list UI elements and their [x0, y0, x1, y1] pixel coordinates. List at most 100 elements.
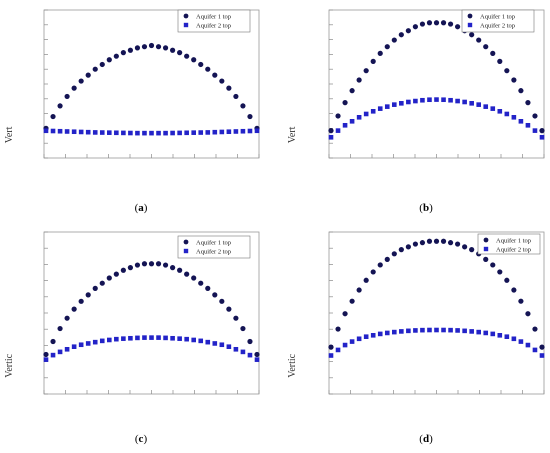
- data-point: [120, 50, 126, 56]
- legend-marker-circle: [183, 13, 189, 19]
- data-point: [490, 262, 496, 268]
- data-point: [384, 104, 390, 109]
- data-point: [240, 325, 246, 332]
- data-point: [328, 353, 334, 358]
- chart-panel-3: Vertic Aquifer 1 top Aquifer 2 top (c): [4, 231, 260, 445]
- data-point: [114, 130, 119, 136]
- data-point: [64, 93, 70, 100]
- data-point: [191, 130, 196, 135]
- data-point: [135, 130, 140, 136]
- data-point: [391, 251, 397, 257]
- data-point: [440, 238, 447, 244]
- data-point: [254, 351, 260, 358]
- data-point: [377, 106, 383, 111]
- data-point: [440, 20, 447, 26]
- data-point: [247, 113, 253, 120]
- data-point: [43, 128, 49, 134]
- data-point: [370, 269, 376, 275]
- data-point: [518, 118, 524, 124]
- data-point: [335, 347, 341, 353]
- data-point: [64, 315, 70, 321]
- data-point: [226, 344, 232, 349]
- data-point: [532, 113, 538, 119]
- legend: Aquifer 1 top Aquifer 2 top: [477, 233, 541, 255]
- data-point: [419, 21, 426, 27]
- data-point: [490, 331, 496, 337]
- data-point: [205, 339, 211, 345]
- data-point: [92, 66, 98, 72]
- data-point: [398, 247, 404, 253]
- data-point: [92, 130, 98, 135]
- data-point: [191, 337, 196, 343]
- series-1: [43, 42, 260, 131]
- data-point: [78, 298, 84, 304]
- data-point: [539, 353, 545, 358]
- data-point: [434, 327, 439, 333]
- data-point: [128, 335, 133, 341]
- data-point: [483, 44, 489, 50]
- data-point: [198, 338, 204, 344]
- data-point: [163, 130, 168, 136]
- data-point: [233, 346, 239, 352]
- data-point: [184, 130, 189, 136]
- data-point: [370, 109, 376, 114]
- data-point: [356, 115, 362, 120]
- data-point: [212, 292, 218, 298]
- data-point: [128, 130, 133, 136]
- data-point: [335, 113, 341, 119]
- data-point: [163, 335, 168, 341]
- data-point: [226, 129, 232, 135]
- data-point: [483, 104, 489, 109]
- data-point: [420, 327, 425, 333]
- y-axis-label: Vertic: [4, 353, 15, 377]
- data-point: [254, 357, 260, 362]
- data-point: [392, 102, 397, 107]
- data-point: [71, 306, 77, 312]
- chart-panel-1: Vert Aquifer 1 top Aquifer 2 top (a): [4, 9, 260, 214]
- legend-entry: Aquifer 1 top: [196, 240, 231, 247]
- data-point: [64, 129, 70, 134]
- data-point: [504, 277, 510, 283]
- legend: Aquifer 1 top Aquifer 2 top: [461, 9, 535, 33]
- data-point: [384, 44, 390, 50]
- data-point: [212, 72, 218, 78]
- data-point: [392, 329, 397, 335]
- data-point: [92, 285, 98, 291]
- data-point: [363, 68, 369, 74]
- panel-caption: (d): [419, 433, 433, 445]
- data-point: [511, 287, 517, 293]
- data-point: [149, 130, 154, 136]
- data-point: [349, 339, 355, 344]
- data-point: [170, 335, 175, 341]
- data-point: [469, 247, 475, 253]
- data-point: [121, 336, 126, 341]
- legend-entry: Aquifer 2 top: [196, 249, 231, 256]
- data-point: [398, 32, 404, 38]
- data-point: [427, 97, 432, 103]
- data-point: [233, 93, 239, 100]
- series-2: [328, 327, 545, 358]
- data-point: [328, 128, 334, 134]
- panel-caption: (a): [135, 202, 148, 214]
- y-axis-label: Vertic: [287, 353, 298, 377]
- data-point: [50, 352, 56, 358]
- data-point: [71, 129, 77, 135]
- data-point: [518, 88, 524, 94]
- data-point: [483, 330, 489, 336]
- data-point: [43, 351, 49, 358]
- data-point: [539, 134, 545, 140]
- data-point: [441, 97, 446, 103]
- data-point: [349, 118, 355, 124]
- data-point: [85, 72, 91, 78]
- data-point: [99, 280, 105, 286]
- series-1: [43, 261, 260, 358]
- series-2: [328, 97, 545, 140]
- data-point: [405, 244, 411, 250]
- data-point: [226, 306, 232, 312]
- data-point: [50, 338, 56, 345]
- data-point: [219, 298, 225, 304]
- data-point: [71, 85, 77, 91]
- data-point: [247, 338, 253, 345]
- data-point: [426, 20, 433, 26]
- data-point: [233, 315, 239, 321]
